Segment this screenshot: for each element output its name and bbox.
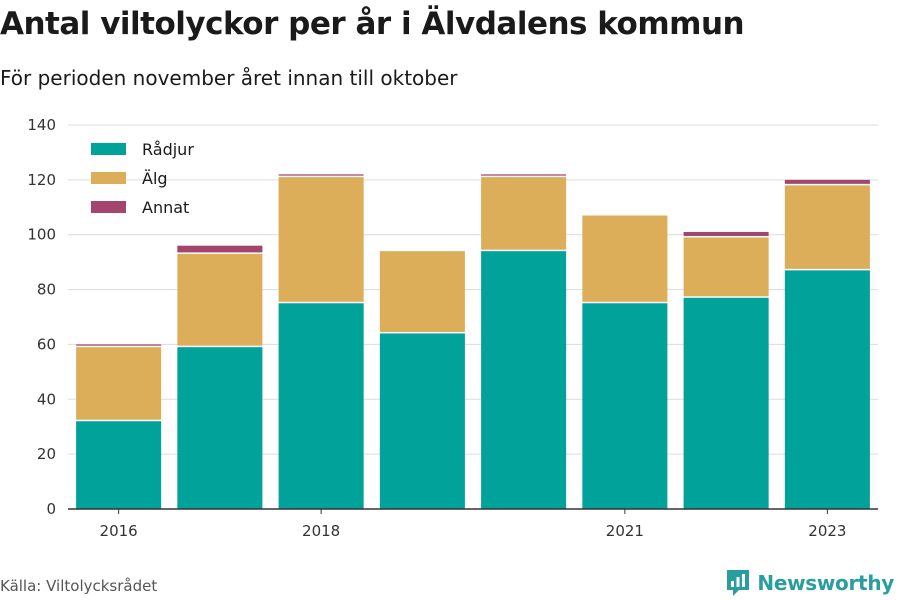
y-tick-label: 100 [27, 226, 56, 244]
bar-segment-annat [76, 344, 162, 346]
legend-label-älg: Älg [142, 169, 168, 188]
x-tick-label: 2021 [606, 522, 644, 540]
y-tick-label: 120 [27, 171, 56, 189]
bar-segment-älg [278, 177, 364, 302]
bar-segment-älg [481, 177, 567, 250]
bar-segment-rådjur [177, 347, 263, 509]
bar-segment-rådjur [76, 421, 162, 509]
legend-swatch-rådjur [91, 143, 126, 155]
y-tick-label: 40 [37, 390, 56, 408]
stacked-bar-chart: 0 20 40 60 80 100 120 140 2016 2018 2021 2023 Rådj… [27, 116, 878, 540]
bar-segment-älg [683, 237, 769, 297]
y-tick-label: 60 [37, 335, 56, 353]
bar-segment-älg [177, 253, 263, 346]
x-tick-label: 2016 [100, 522, 138, 540]
y-tick-label: 20 [37, 445, 56, 463]
bar-segment-älg [582, 215, 668, 302]
legend-swatch-annat [91, 201, 126, 213]
bar-segment-rådjur [683, 297, 769, 509]
chart-subtitle: För perioden november året innan till ok… [0, 66, 458, 90]
legend-label-annat: Annat [142, 198, 189, 217]
chart-title: Antal viltolyckor per år i Älvdalens kom… [0, 6, 745, 42]
bars [76, 174, 870, 509]
brand-name: Newsworthy [757, 571, 894, 595]
bar-segment-rådjur [481, 251, 567, 509]
x-axis-ticks: 2016 2018 2021 2023 [100, 509, 846, 540]
y-tick-label: 80 [37, 281, 56, 299]
legend-label-rådjur: Rådjur [142, 140, 194, 159]
y-tick-label: 0 [46, 500, 56, 518]
bar-segment-annat [683, 231, 769, 236]
bar-segment-älg [379, 251, 465, 332]
legend: Rådjur Älg Annat [91, 140, 194, 217]
bar-segment-annat [784, 179, 870, 184]
y-tick-label: 140 [27, 116, 56, 134]
bar-segment-älg [76, 347, 162, 420]
brand: Newsworthy [725, 568, 894, 598]
bar-segment-annat [481, 174, 567, 176]
x-tick-label: 2023 [808, 522, 846, 540]
bar-segment-annat [177, 245, 263, 253]
bar-segment-älg [784, 185, 870, 269]
bar-segment-rådjur [278, 303, 364, 509]
bar-segment-rådjur [784, 270, 870, 509]
legend-swatch-älg [91, 172, 126, 184]
x-tick-label: 2018 [302, 522, 340, 540]
y-axis-ticks: 0 20 40 60 80 100 120 140 [27, 116, 56, 518]
newsworthy-logo-icon [727, 570, 750, 596]
bar-segment-rådjur [582, 303, 668, 509]
bar-segment-annat [278, 174, 364, 176]
source-note: Källa: Viltolycksrådet [0, 577, 158, 595]
bar-segment-rådjur [379, 333, 465, 509]
